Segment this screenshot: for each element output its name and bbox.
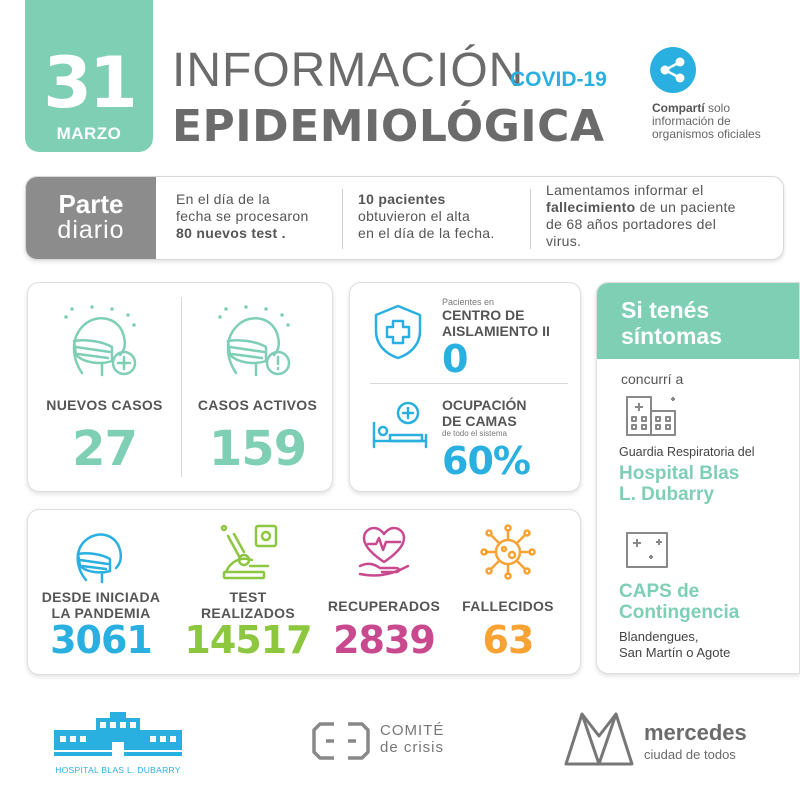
deaths-value: 63 [482, 618, 535, 662]
masked-head-alert-icon [218, 305, 291, 377]
share-icon[interactable] [650, 47, 696, 93]
parte-col3-line: Lamentamos informar el [546, 182, 704, 198]
parte-col2-line: en el día de la fecha. [358, 225, 495, 241]
active-cases-label: CASOS ACTIVOS [197, 397, 318, 413]
totals-card: DESDE INICIADA LA PANDEMIA 3061 TEST REA… [27, 509, 581, 675]
cases-card: NUEVOS CASOS 27 CASOS ACTIVOS 159 [27, 282, 333, 492]
symptoms-title-1: Si tenés [621, 297, 710, 323]
new-cases-label: NUEVOS CASOS [46, 397, 163, 413]
isolation-label-2: AISLAMIENTO II [442, 323, 550, 339]
hospital-building-icon [626, 396, 676, 436]
diario-word: diario [57, 216, 125, 244]
date-month: MARZO [56, 124, 122, 143]
microscope-icon [220, 524, 278, 580]
masked-head-plus-icon [64, 305, 137, 377]
parte-col-altas: 10 pacientes obtuvieron el alta en el dí… [358, 191, 495, 242]
parte-col-tests: En el día de la fecha se procesaron 80 n… [176, 191, 309, 242]
mercedes-logo-icon [564, 712, 634, 766]
isolation-small-label: Pacientes en [442, 297, 495, 307]
isolation-value: 0 [442, 337, 468, 381]
hospital-name: Hospital Blas L. Dubarry [619, 463, 739, 505]
caps-loc-2: San Martín o Agote [619, 645, 731, 660]
parte-word: Parte [58, 189, 124, 219]
tests-label: TEST REALIZADOS [178, 589, 318, 621]
divider [342, 189, 343, 249]
title-covid-tag: COVID-19 [510, 68, 607, 91]
hospital-name-2: L. Dubarry [619, 484, 715, 505]
beds-small-label: de todo el sistema [442, 429, 507, 438]
parte-col3-bold: fallecimiento [546, 199, 636, 215]
parte-col3-line: de 68 años portadores del [546, 216, 717, 232]
since-label-1: DESDE INICIADA [41, 589, 161, 605]
hospital-name-1: Hospital Blas [619, 463, 740, 484]
parte-col2-line: obtuvieron el alta [358, 208, 471, 224]
symptoms-title-2: síntomas [621, 323, 722, 349]
beds-label: OCUPACIÓN DE CAMAS [442, 397, 527, 429]
share-text-3: organismos oficiales [652, 127, 761, 141]
beds-value: 60% [442, 439, 531, 483]
share-text-2: información de [652, 114, 731, 128]
parte-diario-label: Parte diario [26, 177, 156, 259]
hospital-bed-icon [372, 401, 428, 449]
divider [530, 189, 531, 249]
clinic-building-icon [626, 532, 668, 568]
tests-value: 14517 [184, 618, 312, 662]
active-cases-value: 159 [208, 421, 307, 477]
symptoms-panel: Si tenés síntomas concurrí a Guardia Res… [596, 282, 800, 674]
symptoms-header: Si tenés síntomas [597, 283, 799, 359]
tests-label-1: TEST [229, 589, 267, 605]
go-to-text: concurrí a [621, 371, 684, 387]
new-cases-value: 27 [72, 421, 138, 477]
parte-col1-line: En el día de la [176, 191, 271, 207]
mercedes-tagline: ciudad de todos [644, 747, 736, 762]
beds-label-2: DE CAMAS [442, 413, 517, 429]
caps-name-2: Contingencia [619, 602, 740, 623]
deaths-label: FALLECIDOS [462, 598, 554, 614]
comite-logo-icon [312, 722, 370, 760]
recovered-value: 2839 [333, 618, 436, 662]
date-badge: 31 MARZO [25, 0, 153, 152]
parte-col3-line: de un paciente [635, 199, 736, 215]
share-text: Compartí solo información de organismos … [652, 102, 792, 141]
shield-cross-icon [374, 304, 422, 360]
heart-hand-icon [358, 526, 410, 577]
hospital-logo-icon [52, 712, 184, 756]
masked-head-icon [76, 533, 123, 584]
since-label-2: LA PANDEMIA [51, 605, 151, 621]
divider [370, 383, 568, 384]
since-pandemic-value: 3061 [50, 618, 153, 662]
parte-col1-line: fecha se procesaron [176, 208, 309, 224]
caps-locations: Blandengues, San Martín o Agote [619, 629, 730, 661]
isolation-card: Pacientes en CENTRO DE AISLAMIENTO II 0 … [349, 282, 581, 492]
share-bold: Compartí [652, 101, 705, 115]
mercedes-logo-text: mercedes [644, 720, 747, 745]
since-pandemic-label: DESDE INICIADA LA PANDEMIA [28, 589, 174, 621]
parte-col-deaths: Lamentamos informar el fallecimiento de … [546, 182, 736, 250]
beds-label-1: OCUPACIÓN [442, 397, 527, 413]
hospital-logo-text: HOSPITAL BLAS L. DUBARRY [55, 765, 181, 775]
caps-loc-1: Blandengues, [619, 629, 699, 644]
parte-col2-bold: 10 pacientes [358, 191, 446, 207]
divider [181, 297, 182, 477]
caps-name: CAPS de Contingencia [619, 581, 739, 623]
isolation-label-1: CENTRO DE [442, 307, 525, 323]
parte-col1-bold: 80 nuevos test . [176, 225, 286, 241]
parte-diario-box: Parte diario En el día de la fecha se pr… [25, 176, 784, 260]
title-line-1: INFORMACIÓN [172, 44, 525, 97]
title-line-2: EPIDEMIOLÓGICA [172, 101, 605, 152]
recovered-label: RECUPERADOS [327, 598, 441, 614]
virus-icon [480, 524, 536, 580]
caps-name-1: CAPS de [619, 581, 700, 602]
comite-text-1: COMITÉ [380, 722, 445, 739]
guardia-text: Guardia Respiratoria del [619, 445, 755, 459]
comite-logo-text: COMITÉ de crisis [380, 722, 444, 756]
parte-col3-line: virus. [546, 233, 582, 249]
tests-label-2: REALIZADOS [201, 605, 295, 621]
share-text-1: solo [704, 101, 731, 115]
isolation-label: CENTRO DE AISLAMIENTO II [442, 307, 550, 339]
date-day: 31 [43, 42, 137, 124]
comite-text-2: de crisis [380, 739, 445, 756]
